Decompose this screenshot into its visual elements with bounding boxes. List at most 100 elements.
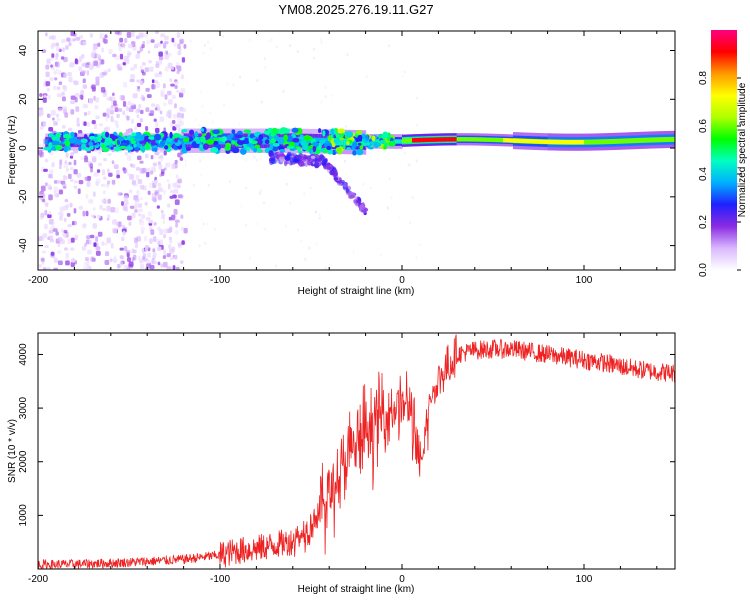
band-blob xyxy=(64,140,71,147)
noise-cell xyxy=(127,43,133,49)
band-blob xyxy=(345,131,354,138)
noise-cell xyxy=(70,100,76,104)
noise-cell xyxy=(388,44,391,48)
band-core xyxy=(519,138,521,144)
noise-cell xyxy=(180,74,184,80)
band-core xyxy=(550,139,552,145)
band-blob xyxy=(212,129,220,135)
band-core xyxy=(428,137,430,142)
noise-cell xyxy=(95,97,100,103)
band-blob xyxy=(273,135,279,140)
band-blob xyxy=(141,146,146,153)
band-blob xyxy=(249,133,254,139)
noise-cell xyxy=(86,181,91,187)
band-core xyxy=(634,138,636,143)
noise-cell xyxy=(270,38,273,42)
band-core xyxy=(496,137,498,143)
branch-blob xyxy=(361,206,367,214)
band-blob xyxy=(312,145,317,153)
noise-cell xyxy=(202,51,205,55)
band-core xyxy=(632,138,634,143)
noise-cell xyxy=(119,37,124,43)
band-blob xyxy=(297,150,303,154)
band-core xyxy=(443,137,446,142)
noise-cell xyxy=(66,204,69,208)
noise-cell xyxy=(59,212,64,217)
noise-cell xyxy=(177,242,183,247)
noise-cell xyxy=(89,64,94,70)
noise-cell xyxy=(106,97,110,101)
noise-cell xyxy=(39,126,44,130)
branch-blob xyxy=(310,155,316,160)
noise-cell xyxy=(140,109,144,115)
band-core xyxy=(665,137,668,142)
noise-cell xyxy=(82,103,87,109)
noise-cell xyxy=(141,248,145,254)
band-core xyxy=(607,139,609,144)
band-blob xyxy=(185,146,192,151)
noise-cell xyxy=(81,70,86,74)
noise-cell xyxy=(135,167,141,171)
band-core xyxy=(662,137,664,142)
band-blob xyxy=(367,145,374,150)
band-cell xyxy=(398,139,401,144)
noise-cell xyxy=(177,178,182,184)
noise-cell xyxy=(42,233,48,238)
band-blob xyxy=(352,150,357,156)
band-core xyxy=(643,138,645,143)
band-blob xyxy=(309,148,314,155)
chart-title: YM08.2025.276.19.11.G27 xyxy=(278,2,433,17)
noise-cell xyxy=(134,126,137,131)
band-cell xyxy=(307,137,310,145)
band-core xyxy=(592,139,594,145)
noise-cell xyxy=(198,123,201,127)
band-blob xyxy=(346,140,350,145)
band-blob xyxy=(55,136,60,142)
band-core xyxy=(412,138,414,143)
noise-cell xyxy=(140,197,144,201)
band-blob xyxy=(199,144,203,148)
noise-cell xyxy=(136,122,142,127)
band-core xyxy=(468,137,470,142)
noise-cell xyxy=(204,241,207,245)
band-blob xyxy=(247,146,251,152)
noise-cell xyxy=(128,221,132,227)
noise-cell xyxy=(86,260,90,267)
band-core xyxy=(419,137,421,143)
noise-cell xyxy=(83,176,88,180)
noise-cell xyxy=(176,70,180,75)
band-core xyxy=(590,139,592,145)
band-core xyxy=(563,139,565,145)
noise-cell xyxy=(95,178,101,184)
noise-cell xyxy=(74,234,79,240)
noise-cell xyxy=(147,50,151,54)
noise-cell xyxy=(147,211,153,217)
noise-cell xyxy=(50,109,56,116)
band-core xyxy=(484,137,487,142)
noise-cell xyxy=(68,161,72,166)
band-cell xyxy=(172,139,176,145)
band-blob xyxy=(84,147,91,152)
noise-cell xyxy=(312,47,315,51)
noise-cell xyxy=(145,87,150,92)
band-cell xyxy=(329,137,332,146)
noise-cell xyxy=(135,242,138,249)
noise-cell xyxy=(80,55,84,60)
noise-cell xyxy=(81,223,87,229)
band-core xyxy=(489,137,491,142)
noise-cell xyxy=(71,221,75,226)
noise-cell xyxy=(150,155,154,160)
noise-cell xyxy=(119,53,124,60)
noise-cell xyxy=(161,213,166,220)
noise-cell xyxy=(238,122,241,126)
noise-cell xyxy=(307,246,310,250)
band-core xyxy=(616,139,619,144)
band-core xyxy=(565,139,568,145)
noise-cell xyxy=(122,100,127,107)
band-blob xyxy=(333,137,340,144)
band-core xyxy=(664,137,666,142)
band-core xyxy=(581,139,583,145)
band-core xyxy=(477,137,479,142)
colorbar-ticks: 0.0 0.2 0.4 0.6 0.8 xyxy=(698,71,741,277)
noise-cell xyxy=(40,212,45,218)
